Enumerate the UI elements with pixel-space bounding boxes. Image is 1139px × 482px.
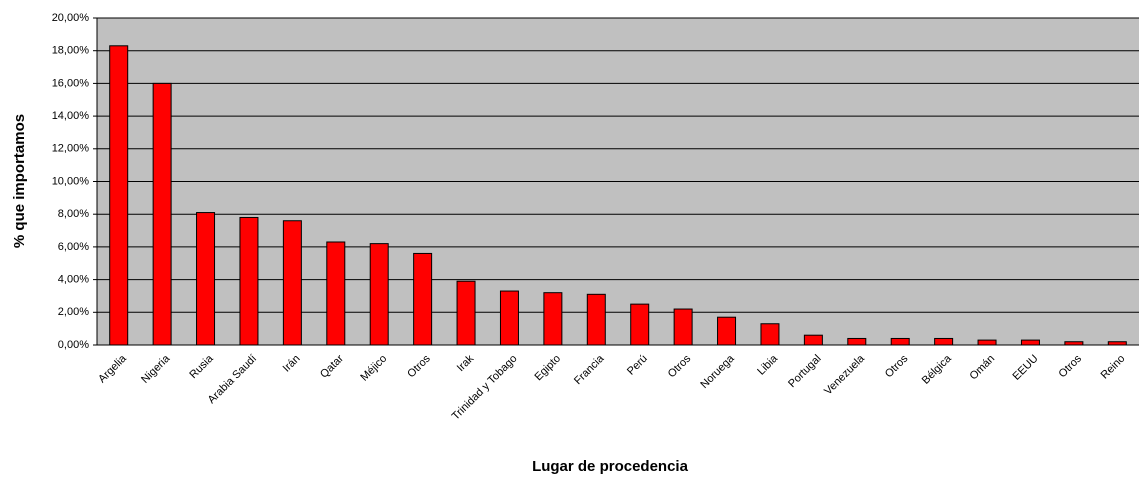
x-tick-label: Noruega [698,352,737,391]
x-tick-label: Irán [281,353,303,375]
x-tick-label: Otros [883,352,911,380]
bar [977,339,997,346]
x-tick-label: Reino [1099,353,1128,382]
bar [109,45,129,346]
y-tick-label: 10,00% [52,175,90,187]
y-tick-label: 12,00% [52,143,90,155]
x-tick-label: Irak [455,352,477,374]
bar [717,316,737,346]
y-tick-label: 18,00% [52,45,90,57]
bar [630,303,650,346]
y-tick-label: 14,00% [52,110,90,122]
bar [934,337,954,346]
y-tick-label: 6,00% [58,241,89,253]
y-tick-label: 2,00% [58,306,89,318]
bar [196,212,216,346]
bar [543,292,563,346]
y-tick-label: 0,00% [58,339,89,351]
bar [760,323,780,346]
x-tick-label: Rusia [187,352,216,381]
x-tick-label: Omán [968,353,998,383]
bar [326,241,346,346]
bar [847,337,867,346]
y-tick-label: 20,00% [52,12,90,24]
y-tick-label: 4,00% [58,274,89,286]
x-tick-label: Libia [755,352,781,378]
bar [239,216,259,346]
x-tick-label: Perú [625,353,650,378]
x-axis-title: Lugar de procedencia [532,458,689,475]
y-tick-label: 8,00% [58,208,89,220]
x-tick-label: EEUU [1011,353,1041,383]
bar [673,308,693,346]
x-tick-label: Venezuela [822,352,867,397]
y-tick-label: 16,00% [52,77,90,89]
x-tick-label: Otros [405,352,433,380]
bar [456,280,476,346]
bar [586,293,606,346]
x-tick-label: Argelia [96,352,129,385]
x-tick-label: Francia [572,352,607,387]
bar [1064,341,1084,346]
bar [369,243,389,346]
y-axis-title: % que importamos [11,114,28,248]
bar [499,290,519,346]
x-tick-label: Nigeria [139,352,173,386]
x-tick-label: Otros [666,352,694,380]
x-tick-label: Egipto [533,353,564,384]
bar [890,337,910,346]
bar [413,252,433,346]
bar [152,82,172,346]
bar [1107,341,1127,346]
x-tick-label: Bélgica [920,352,955,387]
x-tick-label: Qatar [318,352,346,380]
bar [282,220,302,346]
x-tick-label: Otros [1057,352,1085,380]
x-tick-label: Portugal [786,353,823,390]
bar [1020,339,1040,346]
x-tick-label: Méjico [358,353,389,384]
bar [803,334,823,346]
